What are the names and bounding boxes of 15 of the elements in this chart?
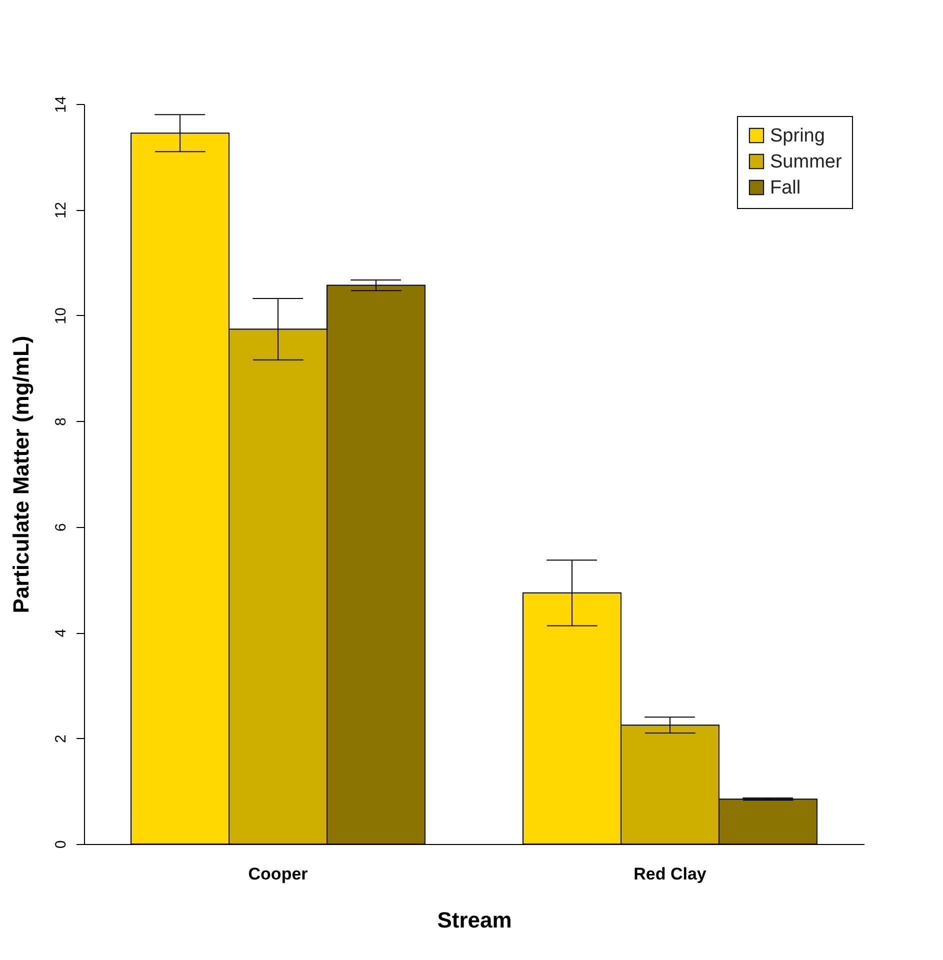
y-tick-label: 0 <box>52 840 70 849</box>
legend-label: Summer <box>770 152 842 172</box>
x-tick-label: Cooper <box>248 864 308 884</box>
y-tick-label: 2 <box>52 734 70 743</box>
x-tick-label: Red Clay <box>634 864 707 884</box>
legend-label: Spring <box>770 126 825 146</box>
x-axis-title: Stream <box>437 908 512 932</box>
y-tick-label: 14 <box>52 96 70 113</box>
y-tick-label: 6 <box>52 523 70 532</box>
y-tick-label: 12 <box>52 202 70 219</box>
y-axis-title: Particulate Matter (mg/mL) <box>8 336 34 614</box>
legend-label: Fall <box>770 178 801 198</box>
y-tick-label: 4 <box>52 628 70 638</box>
y-tick-label: 8 <box>52 417 70 426</box>
y-tick-label: 10 <box>52 308 70 324</box>
